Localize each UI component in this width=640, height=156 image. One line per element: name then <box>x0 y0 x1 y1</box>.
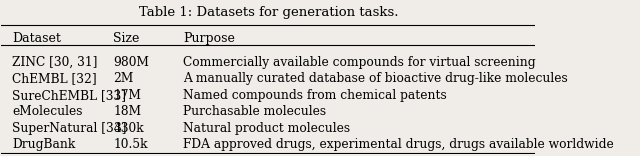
Text: DrugBank: DrugBank <box>12 138 76 151</box>
Text: Purpose: Purpose <box>183 32 235 45</box>
Text: SuperNatural [34]: SuperNatural [34] <box>12 122 127 135</box>
Text: A manually curated database of bioactive drug-like molecules: A manually curated database of bioactive… <box>183 72 568 85</box>
Text: Purchasable molecules: Purchasable molecules <box>183 105 326 118</box>
Text: 330k: 330k <box>113 122 144 135</box>
Text: 980M: 980M <box>113 56 150 69</box>
Text: Natural product molecules: Natural product molecules <box>183 122 350 135</box>
Text: Table 1: Datasets for generation tasks.: Table 1: Datasets for generation tasks. <box>138 6 398 19</box>
Text: eMolecules: eMolecules <box>12 105 83 118</box>
Text: ZINC [30, 31]: ZINC [30, 31] <box>12 56 97 69</box>
Text: 10.5k: 10.5k <box>113 138 148 151</box>
Text: 17M: 17M <box>113 89 141 102</box>
Text: Dataset: Dataset <box>12 32 61 45</box>
Text: Commercially available compounds for virtual screening: Commercially available compounds for vir… <box>183 56 536 69</box>
Text: Size: Size <box>113 32 140 45</box>
Text: Named compounds from chemical patents: Named compounds from chemical patents <box>183 89 447 102</box>
Text: FDA approved drugs, experimental drugs, drugs available worldwide: FDA approved drugs, experimental drugs, … <box>183 138 614 151</box>
Text: 2M: 2M <box>113 72 134 85</box>
Text: SureChEMBL [33]: SureChEMBL [33] <box>12 89 126 102</box>
Text: 18M: 18M <box>113 105 141 118</box>
Text: ChEMBL [32]: ChEMBL [32] <box>12 72 97 85</box>
